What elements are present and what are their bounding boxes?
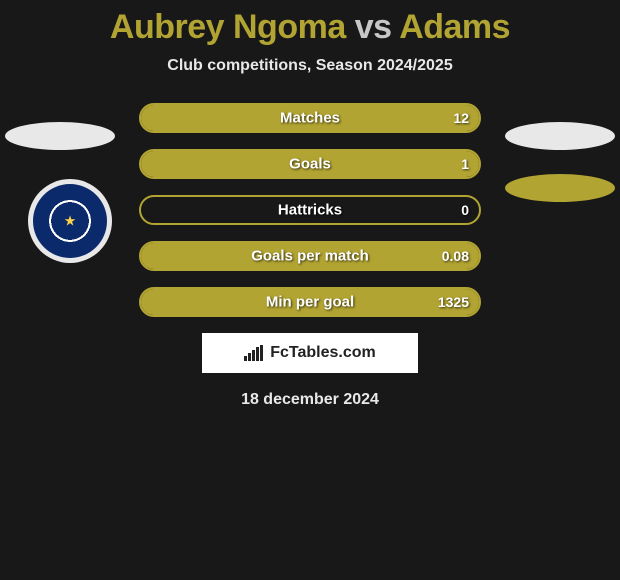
player1-club-badge: ★: [28, 179, 112, 263]
source-name: FcTables.com: [270, 344, 376, 362]
snapshot-date: 18 december 2024: [0, 391, 620, 409]
stat-bar: Hattricks 0: [139, 195, 481, 225]
club-badge-ring: ★: [33, 184, 107, 258]
player2-name: Adams: [399, 8, 510, 46]
player2-club-placeholder: [505, 174, 615, 202]
stat-label: Min per goal: [266, 294, 354, 311]
stat-value-right: 0.08: [442, 248, 469, 264]
stat-bars: Matches 12 Goals 1 Hattricks 0 Goals per match…: [139, 103, 481, 317]
stat-value-right: 1325: [438, 294, 469, 310]
stat-value-right: 12: [453, 110, 469, 126]
bar-chart-icon: [244, 345, 264, 361]
club-badge-star-icon: ★: [64, 213, 77, 230]
stat-bar: Min per goal 1325: [139, 287, 481, 317]
stat-label: Goals per match: [251, 248, 369, 265]
stat-label: Goals: [289, 156, 331, 173]
subtitle: Club competitions, Season 2024/2025: [0, 57, 620, 75]
player2-flag-placeholder: [505, 122, 615, 150]
player1-flag-placeholder: [5, 122, 115, 150]
stat-label: Hattricks: [278, 202, 342, 219]
source-badge: FcTables.com: [202, 333, 418, 373]
stat-bar: Goals per match 0.08: [139, 241, 481, 271]
stat-value-right: 1: [461, 156, 469, 172]
stat-label: Matches: [280, 110, 340, 127]
vs-text: vs: [355, 8, 392, 46]
stat-bar: Goals 1: [139, 149, 481, 179]
comparison-title: Aubrey Ngoma vs Adams: [0, 0, 620, 47]
stat-value-right: 0: [461, 202, 469, 218]
player1-name: Aubrey Ngoma: [110, 8, 346, 46]
stat-bar: Matches 12: [139, 103, 481, 133]
